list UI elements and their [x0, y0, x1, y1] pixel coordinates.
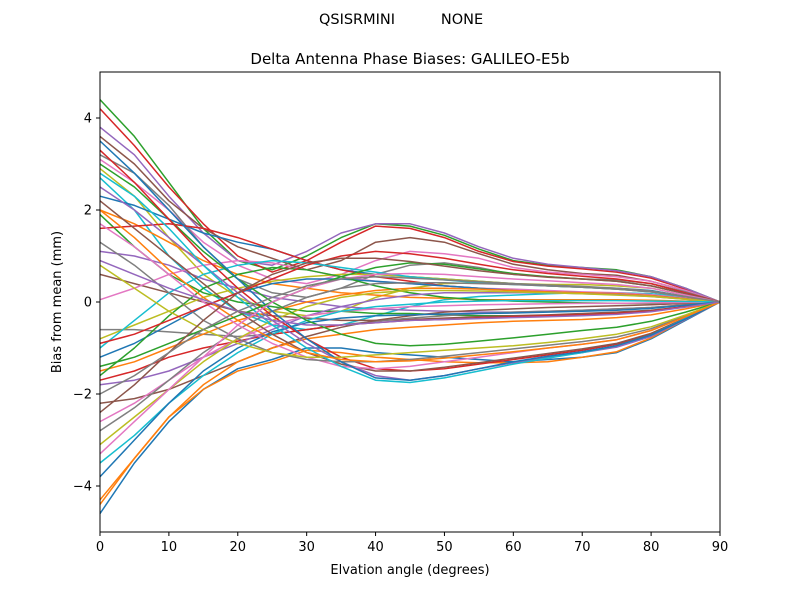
- suptitle-right: NONE: [441, 12, 483, 28]
- suptitle-left: QSISRMINI: [319, 12, 395, 28]
- series-line-36: [99, 200, 721, 372]
- series-line-47: [99, 272, 721, 455]
- x-axis-label: Elvation angle (degrees): [330, 563, 489, 578]
- y-tick-label: 0: [84, 296, 92, 311]
- series-line-41: [99, 140, 721, 381]
- y-tick-label: 2: [84, 204, 92, 219]
- series-line-44: [99, 250, 721, 345]
- series-line-29: [99, 289, 721, 446]
- series-line-12: [99, 209, 721, 303]
- axis-ticks: 0 10 20 30 40 50 60 70 80 90 −4 −2 0 2 4: [73, 112, 728, 556]
- y-tick-label: −4: [73, 480, 92, 495]
- series-line-4: [99, 108, 721, 303]
- series-line-7: [99, 158, 721, 303]
- y-tick-label: 4: [84, 112, 92, 127]
- series-line-32: [99, 301, 721, 501]
- series-line-42: [99, 209, 721, 363]
- x-tick-label: 70: [574, 540, 591, 555]
- x-tick-label: 60: [505, 540, 522, 555]
- x-tick-label: 80: [643, 540, 660, 555]
- series-line-30: [99, 299, 721, 464]
- series-line-46: [99, 257, 721, 413]
- x-tick-label: 90: [712, 540, 729, 555]
- series-line-31: [99, 301, 721, 478]
- y-axis-label: Bias from mean (mm): [50, 231, 65, 373]
- series-group: [99, 99, 721, 515]
- series-line-28: [99, 281, 721, 432]
- x-tick-label: 40: [367, 540, 384, 555]
- x-tick-label: 20: [230, 540, 247, 555]
- chart-title: Delta Antenna Phase Biases: GALILEO-E5b: [250, 50, 569, 68]
- y-tick-label: −2: [73, 388, 92, 403]
- x-tick-label: 10: [161, 540, 178, 555]
- x-tick-label: 0: [96, 540, 104, 555]
- series-line-48: [99, 275, 721, 395]
- series-line-22: [99, 287, 721, 372]
- series-line-3: [99, 99, 721, 303]
- x-tick-label: 30: [298, 540, 315, 555]
- series-line-33: [99, 163, 721, 347]
- series-line-45: [99, 259, 721, 326]
- x-tick-label: 50: [436, 540, 453, 555]
